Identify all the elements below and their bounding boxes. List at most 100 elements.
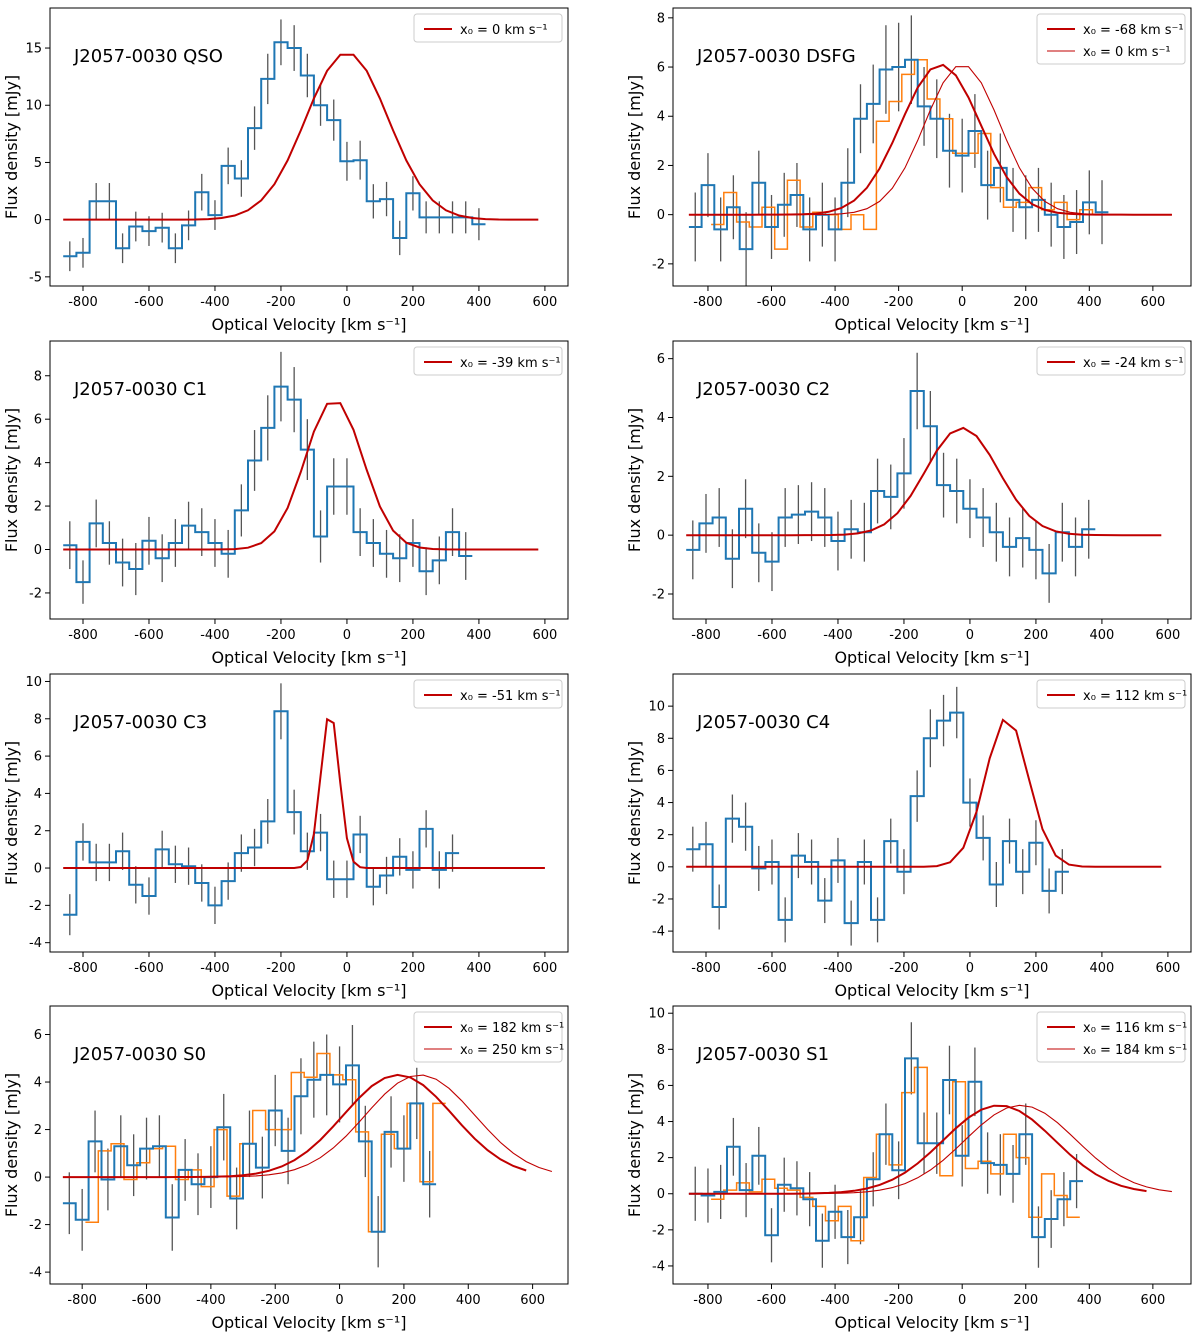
y-tick-label: -5 [29, 270, 42, 285]
x-tick-label: 0 [335, 1293, 343, 1308]
x-tick-label: 400 [467, 628, 492, 643]
y-tick-label: 4 [34, 787, 42, 802]
legend: x₀ = -51 km s⁻¹ [413, 679, 563, 709]
spectrum-steps [63, 710, 460, 916]
panel-title: J2057-0030 S1 [696, 1044, 829, 1065]
x-tick-label: 200 [401, 628, 426, 643]
x-tick-label: -400 [820, 1293, 850, 1308]
x-tick-label: 200 [391, 1293, 416, 1308]
x-tick-label: 600 [532, 628, 557, 643]
y-tick-label: 8 [34, 712, 42, 727]
y-tick-label: 4 [657, 411, 665, 426]
axes-frame [672, 673, 1192, 953]
panel-title: J2057-0030 C3 [73, 712, 207, 733]
x-tick-label: 0 [343, 628, 351, 643]
gaussian-fit-line [62, 1073, 527, 1179]
spectrum-steps-secondary [85, 1052, 446, 1233]
y-axis-label: Flux density [mJy] [2, 741, 21, 885]
gaussian-fit-line [63, 717, 545, 869]
chart-panel: -800 -600 -400 -200 0 200 400 600 -2 0 2 4 6 8 Optical… [2, 340, 569, 667]
y-tick-label: -2 [652, 892, 665, 907]
y-tick-label: -2 [652, 587, 665, 602]
x-tick-label: -800 [68, 961, 98, 976]
x-axis-label: Optical Velocity [km s⁻¹] [834, 648, 1029, 667]
y-tick-label: 6 [657, 61, 665, 76]
panel-title: J2057-0030 QSO [73, 46, 223, 67]
x-tick-label: 600 [532, 961, 557, 976]
legend-label: x₀ = 182 km s⁻¹ [460, 1021, 564, 1036]
y-tick-label: 10 [25, 99, 42, 114]
legend: x₀ = 182 km s⁻¹ x₀ = 250 km s⁻¹ [413, 1011, 564, 1063]
legend-label: x₀ = 112 km s⁻¹ [1083, 689, 1187, 704]
spectrum-steps [688, 58, 1109, 251]
x-tick-label: 200 [401, 295, 426, 310]
x-axis-label: Optical Velocity [km s⁻¹] [211, 315, 406, 334]
y-tick-label: 2 [657, 470, 665, 485]
x-tick-label: 200 [1024, 961, 1049, 976]
x-tick-label: -200 [889, 961, 919, 976]
x-tick-label: -800 [693, 295, 723, 310]
x-axis-label: Optical Velocity [km s⁻¹] [211, 648, 406, 667]
x-tick-label: 400 [467, 961, 492, 976]
x-tick-label: 600 [1140, 1293, 1165, 1308]
legend-box [413, 679, 563, 709]
x-axis-label: Optical Velocity [km s⁻¹] [834, 981, 1029, 1000]
y-tick-label: 8 [657, 11, 665, 26]
legend-label: x₀ = -39 km s⁻¹ [460, 356, 561, 371]
y-tick-label: -2 [29, 586, 42, 601]
x-tick-label: -600 [757, 628, 787, 643]
y-tick-label: 6 [34, 1028, 42, 1043]
x-tick-label: -400 [200, 628, 230, 643]
y-axis-label: Flux density [mJy] [625, 408, 644, 552]
legend-box [1036, 346, 1186, 376]
y-tick-label: -2 [652, 257, 665, 272]
x-tick-label: 0 [966, 961, 974, 976]
axes-frame [672, 340, 1192, 620]
gaussian-fit-line [63, 53, 539, 221]
x-tick-label: 400 [1077, 1293, 1102, 1308]
x-tick-label: 600 [1155, 961, 1180, 976]
chart-panel: -800 -600 -400 -200 0 200 400 600 -2 0 2 4 6 8 Optical… [625, 7, 1192, 334]
x-tick-label: 200 [1013, 295, 1038, 310]
x-tick-label: -600 [134, 295, 164, 310]
legend-label: x₀ = 0 km s⁻¹ [1083, 45, 1171, 60]
legend-box [413, 346, 563, 376]
y-tick-label: 4 [657, 1115, 665, 1130]
y-axis-label: Flux density [mJy] [2, 75, 21, 219]
legend-label: x₀ = -24 km s⁻¹ [1083, 356, 1184, 371]
panel-title: J2057-0030 C1 [73, 379, 207, 400]
spectrum-steps-secondary [711, 1066, 1080, 1242]
gaussian-fit-line [686, 426, 1162, 537]
y-tick-label: 0 [34, 1171, 42, 1186]
y-tick-label: 2 [34, 500, 42, 515]
legend-label: x₀ = 184 km s⁻¹ [1083, 1043, 1187, 1058]
x-tick-label: -200 [884, 295, 914, 310]
axes-frame [49, 7, 569, 287]
chart-panel: -800 -600 -400 -200 0 200 400 600 -4 -2 0 2 4 6 Optica… [2, 1005, 569, 1332]
plot-area [688, 15, 1172, 286]
x-tick-label: 600 [1155, 628, 1180, 643]
legend: x₀ = 116 km s⁻¹ x₀ = 184 km s⁻¹ [1036, 1011, 1187, 1063]
gaussian-fit-line [688, 63, 1172, 216]
x-tick-label: -800 [691, 628, 721, 643]
y-tick-label: 8 [34, 369, 42, 384]
x-tick-label: -200 [889, 628, 919, 643]
y-tick-label: 10 [25, 675, 42, 690]
x-tick-label: 200 [1024, 628, 1049, 643]
y-axis-label: Flux density [mJy] [625, 1073, 644, 1217]
legend-label: x₀ = 116 km s⁻¹ [1083, 1021, 1187, 1036]
x-tick-label: 600 [1140, 295, 1165, 310]
legend: x₀ = 112 km s⁻¹ [1036, 679, 1187, 709]
legend-box [413, 13, 563, 43]
axes-frame [49, 673, 569, 953]
y-tick-label: 10 [648, 1007, 665, 1022]
plot-area [63, 19, 539, 272]
y-tick-label: 6 [657, 352, 665, 367]
x-tick-label: 0 [343, 295, 351, 310]
y-tick-label: 6 [34, 413, 42, 428]
y-tick-label: -4 [652, 925, 665, 940]
x-tick-label: 200 [1013, 1293, 1038, 1308]
y-tick-label: -4 [29, 1266, 42, 1281]
legend-label: x₀ = -68 km s⁻¹ [1083, 23, 1184, 38]
x-tick-label: -400 [200, 295, 230, 310]
